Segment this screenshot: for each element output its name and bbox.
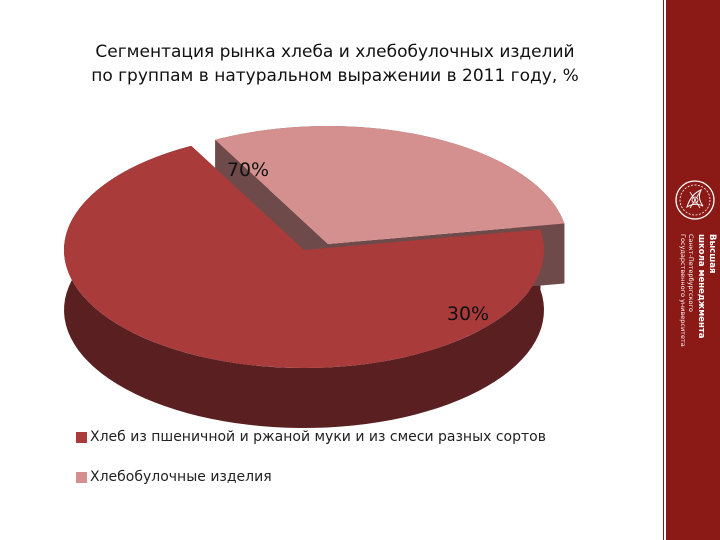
legend-item-wheat-bread: Хлеб из пшеничной и ржаной муки и из сме… (76, 427, 546, 447)
pie-slice-wheat-bread (64, 145, 544, 368)
data-label-wheat-bread: 70% (227, 159, 269, 181)
sidebar-divider (663, 0, 664, 540)
title-line-2: по группам в натуральном выражении в 201… (91, 66, 579, 86)
brand-text: Высшая школа менеджмента Санкт-Петербург… (655, 234, 720, 347)
brand-line-4: Государственного университета (679, 234, 687, 347)
title-line-1: Сегментация рынка хлеба и хлебобулочных … (95, 42, 575, 62)
brand-sidebar (666, 0, 720, 540)
brand-line-1: Высшая (707, 234, 717, 274)
university-emblem-icon (675, 180, 715, 220)
legend-swatch-wheat-bread (76, 431, 87, 443)
legend-item-bakery-products: Хлебобулочные изделия (76, 467, 546, 487)
chart-legend: Хлеб из пшеничной и ржаной муки и из сме… (76, 427, 546, 507)
pie-wall-wheat-bread (64, 145, 544, 428)
pie-slice-bakery-products (215, 126, 565, 244)
pie-chart: 70% 30% (64, 126, 565, 428)
chart-title: Сегментация рынка хлеба и хлебобулочных … (40, 40, 630, 88)
brand-line-2: школа менеджмента (696, 234, 706, 339)
legend-swatch-bakery-products (76, 471, 87, 483)
legend-label-bakery-products: Хлебобулочные изделия (90, 469, 272, 485)
legend-label-wheat-bread: Хлеб из пшеничной и ржаной муки и из сме… (90, 429, 546, 445)
brand-line-3: Санкт-Петербургского (687, 234, 695, 312)
data-label-bakery-products: 30% (447, 303, 489, 325)
